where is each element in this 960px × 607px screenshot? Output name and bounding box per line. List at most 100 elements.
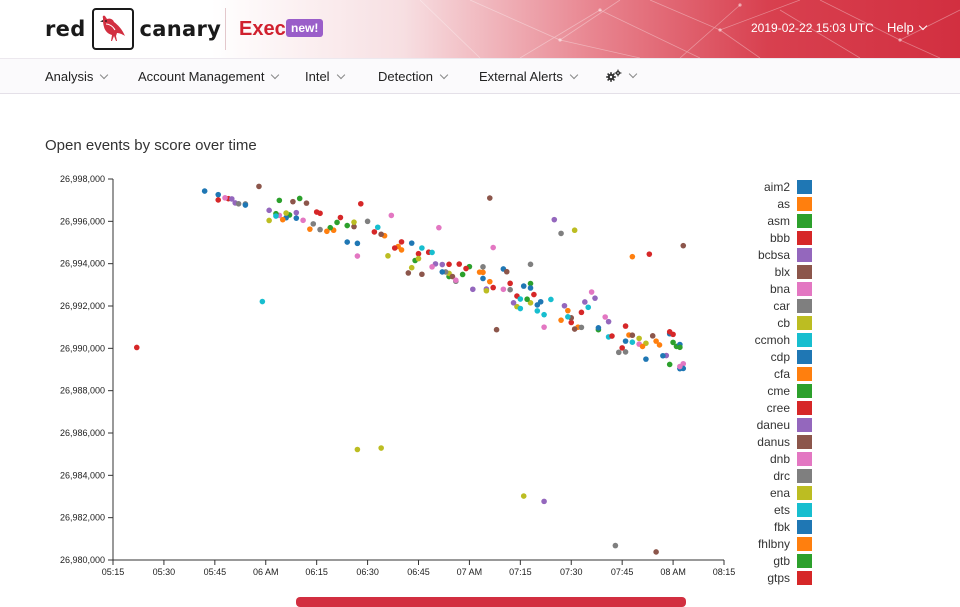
point-car[interactable] xyxy=(480,264,486,270)
point-danus[interactable] xyxy=(503,268,510,275)
point-cree[interactable] xyxy=(415,250,422,257)
point-cfa[interactable] xyxy=(279,216,286,223)
legend-item-fhlbny[interactable]: fhlbny xyxy=(740,535,812,552)
point-aim2[interactable] xyxy=(201,188,208,194)
point-blx[interactable] xyxy=(486,195,493,201)
point-cdp[interactable] xyxy=(344,239,351,245)
bottom-action-button[interactable] xyxy=(296,597,686,607)
point-dnb[interactable] xyxy=(300,217,306,224)
point-ets[interactable] xyxy=(541,311,547,318)
point-blx[interactable] xyxy=(303,200,310,206)
point-ccmoh[interactable] xyxy=(517,296,524,302)
legend-item-ccmoh[interactable]: ccmoh xyxy=(740,331,812,348)
point-daneu[interactable] xyxy=(293,209,300,216)
point-daneu[interactable] xyxy=(561,302,568,309)
point-bcbsa[interactable] xyxy=(605,318,612,325)
nav-settings[interactable] xyxy=(606,69,638,83)
point-drc[interactable] xyxy=(622,349,629,355)
point-car[interactable] xyxy=(364,218,371,225)
point-cree[interactable] xyxy=(507,280,513,287)
nav-external-alerts[interactable]: External Alerts xyxy=(479,69,579,84)
point-fhlbny[interactable] xyxy=(639,343,646,350)
legend-item-daneu[interactable]: daneu xyxy=(740,416,812,433)
point-fbk[interactable] xyxy=(527,285,534,291)
point-blx[interactable] xyxy=(419,271,425,278)
point-bbb[interactable] xyxy=(568,319,575,326)
legend-item-dnb[interactable]: dnb xyxy=(740,450,812,467)
point-cfa[interactable] xyxy=(653,338,659,344)
point-blx[interactable] xyxy=(571,326,578,332)
legend-item-bbb[interactable]: bbb xyxy=(740,229,812,246)
point-gtb[interactable] xyxy=(666,361,673,368)
point-gtb[interactable] xyxy=(276,197,283,204)
point-as[interactable] xyxy=(656,342,663,348)
point-car[interactable] xyxy=(615,349,622,356)
legend-item-fbk[interactable]: fbk xyxy=(740,518,812,535)
point-danus[interactable] xyxy=(290,198,296,205)
point-gtps[interactable] xyxy=(490,284,496,291)
point-danus[interactable] xyxy=(405,270,412,276)
point-ets[interactable] xyxy=(273,213,279,219)
point-dnb[interactable] xyxy=(429,264,435,270)
legend-item-cme[interactable]: cme xyxy=(740,382,812,399)
point-blx[interactable] xyxy=(378,231,384,238)
point-gtps[interactable] xyxy=(446,261,452,268)
point-car[interactable] xyxy=(235,200,242,207)
point-dnb[interactable] xyxy=(677,363,683,370)
point-fbk[interactable] xyxy=(439,269,446,275)
point-cdp[interactable] xyxy=(408,240,415,246)
point-as[interactable] xyxy=(629,253,636,260)
point-cree[interactable] xyxy=(622,323,629,329)
point-cdp[interactable] xyxy=(537,298,544,305)
point-drc[interactable] xyxy=(578,324,585,331)
legend-item-blx[interactable]: blx xyxy=(740,263,812,280)
nav-detection[interactable]: Detection xyxy=(378,69,449,84)
point-cfa[interactable] xyxy=(324,228,330,235)
point-bbb[interactable] xyxy=(371,229,378,235)
point-gtps[interactable] xyxy=(609,333,615,339)
point-ccmoh[interactable] xyxy=(374,224,381,231)
point-cfa[interactable] xyxy=(476,269,483,275)
legend-item-asm[interactable]: asm xyxy=(740,212,812,229)
point-cb[interactable] xyxy=(354,446,361,453)
point-cb[interactable] xyxy=(378,445,384,451)
point-cb[interactable] xyxy=(571,227,578,234)
point-cb[interactable] xyxy=(266,217,272,224)
point-fhlbny[interactable] xyxy=(558,317,564,323)
point-aim2[interactable] xyxy=(480,275,486,282)
legend-item-bna[interactable]: bna xyxy=(740,280,812,297)
red-canary-logo[interactable]: red canary xyxy=(45,8,221,50)
help-menu[interactable]: Help xyxy=(887,20,927,35)
legend-item-gtb[interactable]: gtb xyxy=(740,552,812,569)
point-bna[interactable] xyxy=(222,195,228,201)
point-ccmoh[interactable] xyxy=(629,339,636,345)
point-ets[interactable] xyxy=(565,313,571,320)
point-cree[interactable] xyxy=(578,309,585,316)
point-fbk[interactable] xyxy=(595,325,602,331)
point-blx[interactable] xyxy=(493,326,500,333)
point-cfa[interactable] xyxy=(565,307,571,314)
legend-item-as[interactable]: as xyxy=(740,195,812,212)
legend-item-cdp[interactable]: cdp xyxy=(740,348,812,365)
legend-item-bcbsa[interactable]: bcbsa xyxy=(740,246,812,263)
point-daneu[interactable] xyxy=(541,498,547,505)
point-cb[interactable] xyxy=(408,264,415,271)
point-dnb[interactable] xyxy=(354,253,361,259)
point-ena[interactable] xyxy=(351,219,357,225)
point-daneu[interactable] xyxy=(439,261,446,268)
point-bbb[interactable] xyxy=(619,345,625,351)
legend-item-cb[interactable]: cb xyxy=(740,314,812,331)
point-fbk[interactable] xyxy=(293,215,300,221)
point-cdp[interactable] xyxy=(622,338,629,344)
point-aim2[interactable] xyxy=(354,240,361,247)
point-daneu[interactable] xyxy=(229,196,235,202)
point-ets[interactable] xyxy=(517,305,524,312)
point-daneu[interactable] xyxy=(470,286,476,293)
point-ena[interactable] xyxy=(415,255,422,262)
legend-item-drc[interactable]: drc xyxy=(740,467,812,484)
point-asm[interactable] xyxy=(296,195,303,202)
point-cb[interactable] xyxy=(520,493,527,499)
point-bna[interactable] xyxy=(541,324,547,330)
legend-item-ets[interactable]: ets xyxy=(740,501,812,518)
point-asm[interactable] xyxy=(670,339,676,346)
